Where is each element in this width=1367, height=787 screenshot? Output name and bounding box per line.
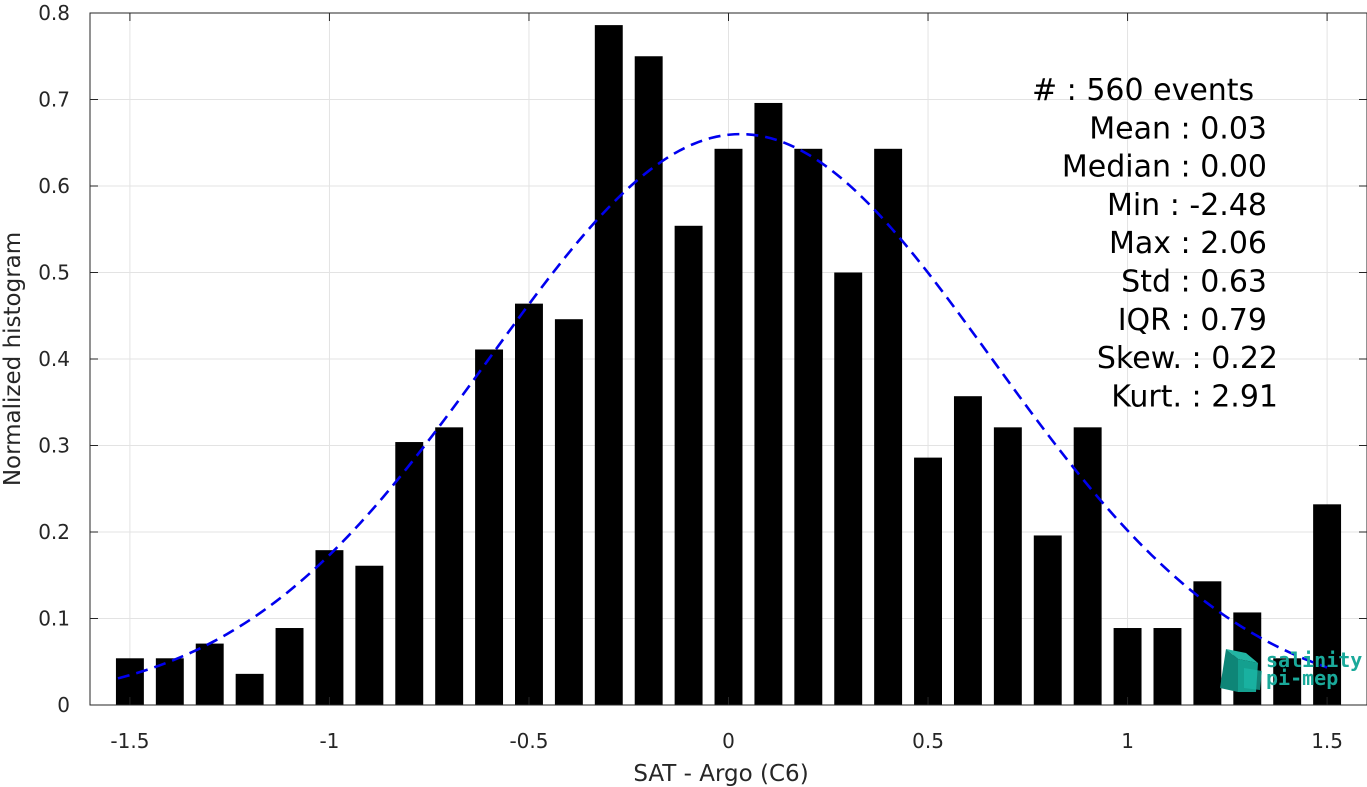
y-tick-label: 0.8 <box>38 1 70 25</box>
histogram-bar <box>834 272 863 705</box>
histogram-bar <box>435 427 464 705</box>
y-tick-label: 0.7 <box>38 88 70 112</box>
histogram-bar <box>634 56 663 705</box>
normal-fit-curve <box>117 132 1328 680</box>
stat-line: Median : 0.00 <box>1062 150 1267 185</box>
logo-text-pimep: pi-mep <box>1266 666 1338 690</box>
histogram-bar <box>515 303 543 705</box>
histogram-bar <box>315 550 344 705</box>
stat-line: Skew. : 0.22 <box>1097 341 1278 376</box>
histogram-bar <box>1193 581 1222 705</box>
histogram-bar <box>674 225 703 706</box>
histogram-bar <box>1273 658 1302 705</box>
histogram-bar <box>594 25 623 706</box>
y-tick-label: 0.3 <box>38 434 70 458</box>
histogram-bar <box>714 148 743 705</box>
y-tick-label: 0.1 <box>38 607 70 631</box>
logo-text-salinity: salinity <box>1266 648 1362 672</box>
histogram-bar <box>914 457 942 705</box>
x-tick-label: -1.5 <box>110 729 149 753</box>
histogram-bar <box>1313 504 1342 705</box>
y-tick-label: 0.2 <box>38 520 70 544</box>
histogram-bar <box>235 673 264 705</box>
histogram-bar <box>953 396 982 705</box>
stat-line: Min : -2.48 <box>1107 188 1267 223</box>
histogram-bar <box>993 427 1022 705</box>
histogram-bar <box>1033 535 1062 705</box>
histogram-bar <box>1073 427 1102 705</box>
histogram-bar <box>395 442 424 705</box>
histogram-bar <box>275 628 304 705</box>
stat-line: # : 560 events <box>1032 73 1254 108</box>
x-tick-label: 1 <box>1121 729 1134 753</box>
y-tick-label: 0.4 <box>38 347 70 371</box>
histogram-bar <box>355 565 384 705</box>
histogram-bars <box>115 25 1342 706</box>
y-tick-label: 0 <box>57 693 70 717</box>
x-tick-label: -1 <box>319 729 339 753</box>
stat-line: Mean : 0.03 <box>1089 111 1267 146</box>
x-axis-label: SAT - Argo (C6) <box>633 761 808 787</box>
histogram-bar <box>794 148 823 705</box>
x-tick-label: 0.5 <box>912 729 944 753</box>
x-tick-label: -0.5 <box>509 729 548 753</box>
cube-logo-icon <box>1220 649 1262 692</box>
y-tick-label: 0.6 <box>38 174 70 198</box>
histogram-bar <box>195 643 224 705</box>
y-axis-label: Normalized histogram <box>0 232 26 486</box>
y-tick-label: 0.5 <box>38 261 70 285</box>
histogram-bar <box>1153 628 1182 705</box>
x-tick-label: 0 <box>722 729 735 753</box>
histogram-bar <box>754 102 783 705</box>
histogram-bar <box>475 349 504 705</box>
histogram-bar <box>554 319 583 705</box>
x-tick-label: 1.5 <box>1311 729 1343 753</box>
salinity-pimep-logo: salinity pi-mep <box>1220 648 1362 692</box>
axis-tick-labels: -1.5 -1 -0.5 0 0.5 1 1.5 0 0.1 0.2 0.3 0.4 0.5 0.6 0.7… <box>38 1 1343 753</box>
stat-line: Kurt. : 2.91 <box>1111 379 1278 414</box>
histogram-bar <box>1113 628 1142 705</box>
stat-line: Std : 0.63 <box>1121 265 1267 300</box>
axis-ticks <box>90 12 1367 706</box>
stat-line: IQR : 0.79 <box>1118 303 1267 338</box>
stat-line: Max : 2.06 <box>1109 226 1267 261</box>
histogram-bar <box>874 148 903 705</box>
